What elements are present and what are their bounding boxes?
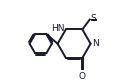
Text: O: O: [79, 72, 86, 81]
Text: S: S: [91, 14, 97, 23]
Text: N: N: [92, 39, 99, 48]
Text: HN: HN: [51, 24, 64, 34]
